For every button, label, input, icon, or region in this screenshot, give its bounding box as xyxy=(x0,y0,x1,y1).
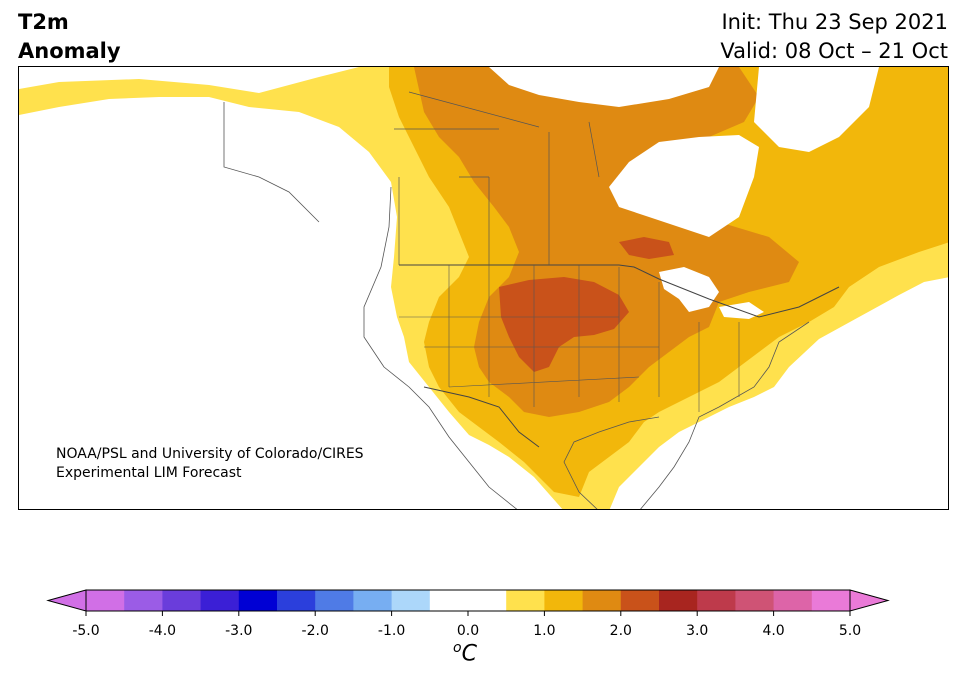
credit-line-1: NOAA/PSL and University of Colorado/CIRE… xyxy=(56,446,364,462)
colorbar-cell xyxy=(277,590,316,611)
colorbar-tick-label: -1.0 xyxy=(378,623,405,639)
colorbar-cell xyxy=(659,590,698,611)
colorbar: -5.0 -4.0 -3.0 -2.0 -1.0 0.0 1.0 2.0 3.0 4.0 5.0 xyxy=(46,589,890,639)
great-lakes xyxy=(659,267,764,319)
colorbar-tick-label: -2.0 xyxy=(302,623,329,639)
colorbar-tick-label: 1.0 xyxy=(533,623,555,639)
province-borders xyxy=(394,91,600,265)
title-line-2: Anomaly xyxy=(18,39,121,63)
alaska-border xyxy=(223,102,320,223)
colorbar-cell xyxy=(238,590,278,611)
colorbar-tick-label: 3.0 xyxy=(686,623,708,639)
colorbar-cell xyxy=(353,590,393,611)
us-canada-border xyxy=(399,264,840,318)
colorbar-tick-label: -5.0 xyxy=(72,623,99,639)
init-date: Init: Thu 23 Sep 2021 xyxy=(721,10,948,34)
colorbar-ticks: -5.0 -4.0 -3.0 -2.0 -1.0 0.0 1.0 2.0 3.0 4.0 5.0 xyxy=(72,611,861,639)
arctic-islands xyxy=(489,67,879,152)
colorbar-under-arrow xyxy=(46,589,87,612)
colorbar-cell xyxy=(162,590,202,611)
colorbar-over-arrow xyxy=(849,589,890,612)
colorbar-tick-label: 2.0 xyxy=(610,623,632,639)
valid-period: Valid: 08 Oct – 21 Oct xyxy=(720,39,948,63)
us-mexico-border xyxy=(423,386,540,448)
colorbar-cell xyxy=(429,590,469,611)
title-line-1: T2m xyxy=(18,10,69,34)
anomaly-map xyxy=(19,67,948,509)
west-coast xyxy=(363,186,518,509)
colorbar-cell xyxy=(391,590,431,611)
credit-line-2: Experimental LIM Forecast xyxy=(56,465,242,481)
state-borders xyxy=(399,265,740,412)
anomaly-region-2-2.5 xyxy=(499,277,629,372)
map-title: T2m Anomaly xyxy=(18,8,121,66)
degree-symbol: o xyxy=(453,640,462,656)
colorbar-cell xyxy=(200,590,240,611)
colorbar-cells xyxy=(86,590,851,611)
colorbar-tick-label: 0.0 xyxy=(457,623,479,639)
colorbar-cell xyxy=(582,590,622,611)
colorbar-cell xyxy=(124,590,163,611)
colorbar-tick-label: 5.0 xyxy=(839,623,861,639)
map-panel: NOAA/PSL and University of Colorado/CIRE… xyxy=(18,66,949,510)
colorbar-cell xyxy=(620,590,660,611)
unit-letter: C xyxy=(461,641,477,667)
anomaly-region-2-2.5-lakes xyxy=(619,237,674,259)
colorbar-tick-label: -3.0 xyxy=(225,623,252,639)
colorbar-tick-label: -4.0 xyxy=(149,623,176,639)
colorbar-cell xyxy=(773,590,813,611)
colorbar-cell xyxy=(735,590,775,611)
colorbar-cell xyxy=(811,590,851,611)
colorbar-cell xyxy=(86,590,125,611)
colorbar-cell xyxy=(544,590,584,611)
forecast-dates: Init: Thu 23 Sep 2021 Valid: 08 Oct – 21… xyxy=(720,8,948,66)
east-coast xyxy=(640,321,810,509)
hudson-bay xyxy=(609,135,759,237)
colorbar-cell xyxy=(468,590,507,611)
colorbar-cell xyxy=(506,590,545,611)
credit-text: NOAA/PSL and University of Colorado/CIRE… xyxy=(56,445,364,483)
colorbar-cell xyxy=(697,590,736,611)
gulf-coast xyxy=(563,416,660,509)
colorbar-tick-label: 4.0 xyxy=(762,623,784,639)
colorbar-cell xyxy=(315,590,354,611)
colorbar-unit: oC xyxy=(453,640,477,666)
